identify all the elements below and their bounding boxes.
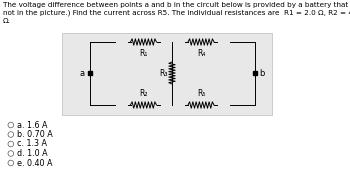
Text: d. 1.0 A: d. 1.0 A xyxy=(16,149,47,158)
Text: not in the picture.) Find the current across R5. The individual resistances are : not in the picture.) Find the current ac… xyxy=(3,10,350,17)
FancyBboxPatch shape xyxy=(62,33,272,115)
Text: The voltage difference between points a and b in the circuit below is provided b: The voltage difference between points a … xyxy=(3,2,350,8)
Text: R₂: R₂ xyxy=(139,89,148,98)
Text: Ω.: Ω. xyxy=(3,18,11,24)
Text: a. 1.6 A: a. 1.6 A xyxy=(16,120,47,129)
Text: e. 0.40 A: e. 0.40 A xyxy=(16,159,52,168)
Text: a: a xyxy=(79,69,85,78)
Text: b: b xyxy=(259,69,265,78)
Text: R₁: R₁ xyxy=(139,49,148,58)
Text: b. 0.70 A: b. 0.70 A xyxy=(16,130,52,139)
Text: R₃: R₃ xyxy=(159,69,167,78)
Text: R₄: R₄ xyxy=(197,49,205,58)
Text: R₅: R₅ xyxy=(197,89,205,98)
Text: c. 1.3 A: c. 1.3 A xyxy=(16,140,47,148)
